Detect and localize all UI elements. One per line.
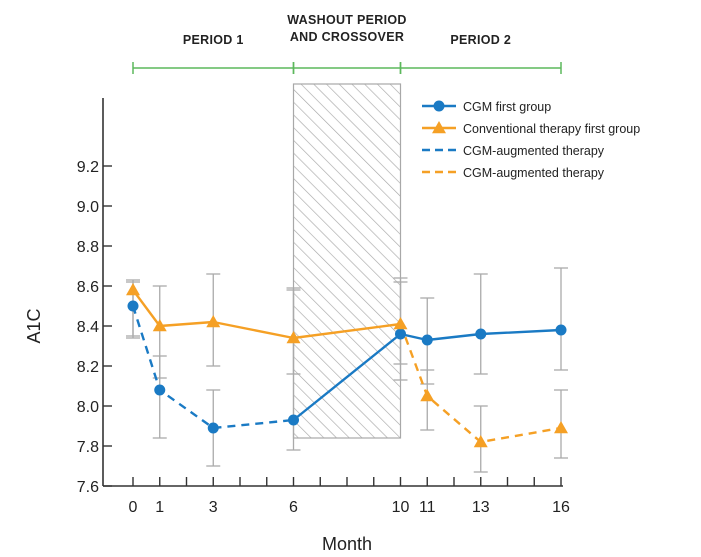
x-tick-label: 10 [392, 499, 410, 516]
conventional-first-point [152, 319, 167, 332]
y-tick-label: 8.4 [77, 319, 99, 336]
y-tick-label: 9.0 [77, 199, 99, 216]
y-tick-label: 8.2 [77, 359, 99, 376]
y-tick-label: 7.8 [77, 439, 99, 456]
legend-label: CGM-augmented therapy [463, 144, 605, 158]
x-tick-label: 1 [155, 499, 164, 516]
cgm-first-point [475, 328, 487, 340]
conventional-first-point [473, 435, 488, 448]
cgm-first-dashed-line [131, 305, 294, 430]
legend-box [415, 86, 695, 186]
x-tick-label: 11 [419, 499, 436, 516]
period-label: WASHOUT PERIOD [287, 13, 406, 27]
x-tick-label: 13 [472, 499, 490, 516]
legend-swatch-marker [433, 100, 445, 112]
cgm-first-point [395, 328, 406, 340]
conventional-first-point [126, 283, 140, 296]
x-tick-label: 16 [552, 499, 570, 516]
series-markers [126, 283, 568, 448]
y-tick-label: 7.6 [77, 479, 99, 496]
legend-label: CGM-augmented therapy [463, 166, 605, 180]
period-annotations: PERIOD 1 WASHOUT PERIOD AND CROSSOVER PERIO… [132, 13, 562, 74]
period-label: PERIOD 1 [183, 33, 244, 47]
x-axis-title: Month [322, 534, 372, 554]
period-label: PERIOD 2 [450, 33, 511, 47]
cgm-first-point [207, 422, 219, 434]
y-tick-label: 8.0 [77, 399, 99, 416]
y-tick-label: 8.6 [77, 279, 99, 296]
legend-label: Conventional therapy first group [463, 122, 640, 136]
cgm-first-point [154, 384, 166, 396]
y-axis-title: A1C [24, 308, 44, 343]
period-label: AND CROSSOVER [290, 30, 404, 44]
legend-label: CGM first group [463, 100, 551, 114]
conventional-first-point [393, 317, 408, 330]
cgm-first-point [127, 300, 139, 312]
cgm-first-point [288, 414, 299, 426]
legend-swatch-marker [432, 121, 446, 134]
x-tick-label: 3 [209, 499, 218, 516]
conventional-first-point [554, 421, 568, 434]
washout-shaded-region [292, 83, 402, 439]
axes: 7.67.88.08.28.48.68.89.09.20 1 3 6 10 11 13 16M… [24, 98, 570, 554]
y-tick-label: 8.8 [77, 239, 99, 256]
conventional-first-point [286, 331, 301, 344]
x-tick-label: 6 [289, 499, 298, 516]
cgm-first-point [421, 334, 433, 346]
conventional-first-point [206, 315, 221, 328]
conventional-first-point [420, 389, 435, 402]
x-tick-label: 0 [129, 499, 138, 516]
cgm-first-point [555, 324, 567, 336]
conventional-first-dashed-line [399, 323, 562, 444]
legend: CGM first group Conventional therapy firs… [415, 86, 695, 186]
washout-region [292, 83, 402, 439]
y-tick-label: 9.2 [77, 159, 99, 176]
